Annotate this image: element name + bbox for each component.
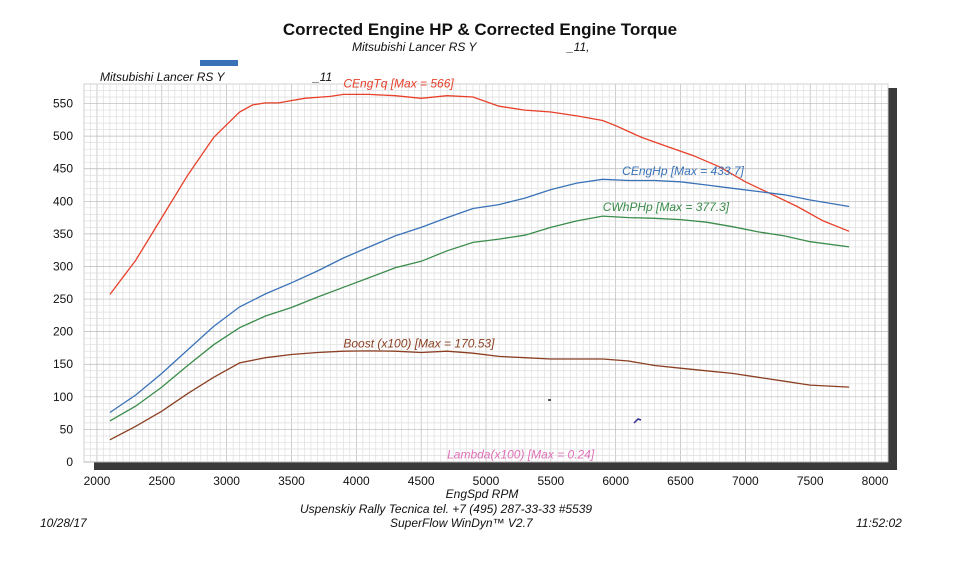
- legend-swatch: [200, 60, 238, 66]
- plot-shadow-bottom: [94, 462, 897, 470]
- run-date: 10/28/17: [40, 516, 87, 530]
- scan-mark: [548, 399, 551, 401]
- y-axis-ticks: 0 50 100 150 200 250 300 350 400 450 500 550: [53, 97, 73, 469]
- series-annotation: Lambda(x100) [Max = 0.24]: [447, 448, 595, 462]
- x-axis-label: EngSpd RPM: [446, 487, 519, 501]
- x-tick-label: 2500: [148, 474, 175, 488]
- y-tick-label: 400: [53, 194, 73, 208]
- grid: [83, 83, 889, 463]
- run-time: 11:52:02: [856, 516, 902, 530]
- x-tick-label: 2000: [84, 474, 111, 488]
- subtitle-run-id: _11,: [567, 40, 590, 54]
- series-annotations: CEngTq [Max = 566] CEngHp [Max = 433.7] CW…: [343, 76, 744, 461]
- x-tick-label: 4000: [343, 474, 370, 488]
- chart-title: Corrected Engine HP & Corrected Engine T…: [282, 20, 678, 39]
- x-tick-label: 5000: [473, 474, 500, 488]
- legend-vehicle: Mitsubishi Lancer RS Y: [100, 70, 225, 84]
- legend-run-id: _11: [313, 70, 333, 84]
- y-tick-label: 200: [53, 325, 73, 339]
- y-tick-label: 0: [66, 455, 73, 469]
- series-line-cwhphp: [109, 215, 850, 422]
- x-axis-ticks: 2000 2500 3000 3500 4000 4500 5000 5500 6000 6500…: [84, 474, 889, 488]
- x-tick-label: 3500: [278, 474, 305, 488]
- y-tick-label: 50: [60, 422, 74, 436]
- series-line-cenghp: [109, 178, 850, 414]
- x-tick-label: 7500: [797, 474, 824, 488]
- x-tick-label: 6500: [667, 474, 694, 488]
- series-annotation: Boost (x100) [Max = 170.53]: [343, 336, 495, 350]
- series-line-boost-x100-: [109, 350, 850, 441]
- series-lines: [109, 93, 850, 441]
- x-tick-label: 7000: [732, 474, 759, 488]
- y-tick-label: 350: [53, 227, 73, 241]
- plot-shadow-right: [888, 88, 897, 470]
- x-tick-label: 3000: [213, 474, 240, 488]
- x-tick-label: 8000: [862, 474, 889, 488]
- series-annotation: CEngHp [Max = 433.7]: [622, 164, 744, 178]
- x-tick-label: 6000: [602, 474, 629, 488]
- scan-marks: [548, 399, 642, 424]
- x-tick-label: 4500: [408, 474, 435, 488]
- series-annotation: CWhPHp [Max = 377.3]: [603, 200, 730, 214]
- y-tick-label: 550: [53, 97, 73, 111]
- software-version: SuperFlow WinDyn™ V2.7: [390, 516, 533, 530]
- chart-subtitle: Mitsubishi Lancer RS Y _11,: [352, 40, 589, 54]
- y-tick-label: 150: [53, 357, 73, 371]
- scan-mark: [633, 418, 642, 424]
- y-tick-label: 300: [53, 259, 73, 273]
- series-annotation: CEngTq [Max = 566]: [343, 76, 454, 90]
- y-tick-label: 450: [53, 162, 73, 176]
- x-tick-label: 5500: [537, 474, 564, 488]
- series-line-cengtq: [109, 93, 850, 295]
- y-tick-label: 250: [53, 292, 73, 306]
- legend-label: Mitsubishi Lancer RS Y _11: [100, 70, 332, 84]
- shop-contact: Uspenskiy Rally Tecnica tel. +7 (495) 28…: [300, 502, 593, 516]
- y-tick-label: 500: [53, 129, 73, 143]
- subtitle-vehicle: Mitsubishi Lancer RS Y: [352, 40, 477, 54]
- y-tick-label: 100: [53, 390, 73, 404]
